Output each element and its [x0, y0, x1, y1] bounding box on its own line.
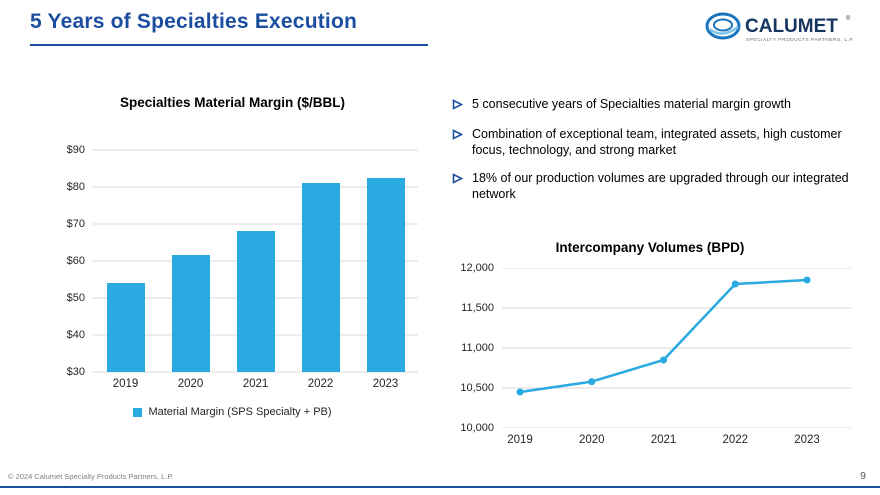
bullet-text: Combination of exceptional team, integra…	[472, 126, 842, 158]
bar-plot: $30 $40 $50 $60 $70 $80 $90	[67, 144, 418, 378]
bar-slot	[158, 150, 223, 372]
x-axis-label: 2022	[307, 378, 334, 390]
bar	[366, 177, 405, 372]
logo-registered-mark: ®	[846, 15, 851, 22]
line-chart: Intercompany Volumes (BPD) 10,000 10,500 1…	[450, 240, 852, 450]
legend-label: Material Margin (SPS Specialty + PB)	[148, 406, 332, 418]
logo-wordmark: CALUMET	[745, 16, 838, 37]
y-axis-label: 12,000	[460, 262, 494, 274]
bullet-list: 5 consecutive years of Specialties mater…	[452, 96, 864, 214]
y-axis-label: 11,500	[461, 302, 494, 314]
bar-series	[93, 150, 418, 372]
x-axis-label: 2022	[722, 434, 749, 446]
bar-slot	[353, 150, 418, 372]
y-axis-label: $60	[66, 255, 85, 267]
y-axis-label: $80	[66, 180, 85, 193]
bullet-arrow-icon	[452, 172, 464, 203]
data-point	[731, 280, 739, 288]
bar-xlabels: 2019 2020 2021 2022 2023	[93, 372, 418, 390]
bar-chart-title: Specialties Material Margin ($/BBL)	[119, 95, 346, 110]
bar	[171, 255, 210, 372]
page-title: 5 Years of Specialties Execution	[30, 10, 357, 33]
bar-slot	[288, 150, 353, 372]
bar	[106, 283, 145, 372]
x-axis-label: 2021	[242, 378, 269, 390]
page-number: 9	[860, 470, 866, 482]
data-point	[660, 356, 667, 364]
line-xlabels: 2019 2020 2021 2022 2023	[502, 428, 852, 450]
bar	[301, 183, 340, 372]
line-series	[519, 278, 808, 394]
data-point	[516, 388, 524, 396]
x-axis-label: 2023	[794, 434, 820, 446]
bullet-item: 18% of our production volumes are upgrad…	[452, 170, 864, 203]
x-axis-label: 2021	[650, 434, 677, 446]
x-axis-label: 2020	[177, 378, 204, 390]
bar-slot	[223, 150, 288, 372]
y-axis-label: $30	[66, 366, 85, 378]
line-chart-title: Intercompany Volumes (BPD)	[555, 240, 745, 255]
y-axis-label: 10,500	[460, 382, 494, 394]
data-point	[588, 378, 596, 386]
y-axis-label: 10,000	[460, 422, 494, 434]
calumet-logo: CALUMET ® SPECIALTY PRODUCTS PARTNERS, L…	[704, 8, 864, 48]
footer-copyright: © 2024 Calumet Specialty Products Partne…	[8, 472, 174, 481]
bullet-item: Combination of exceptional team, integra…	[452, 126, 864, 159]
x-axis-label: 2023	[372, 378, 399, 390]
calumet-logo-graphic: CALUMET ® SPECIALTY PRODUCTS PARTNERS, L…	[705, 12, 854, 43]
x-axis-label: 2019	[112, 378, 139, 390]
x-axis-label: 2020	[578, 434, 605, 446]
data-point	[803, 276, 811, 284]
x-axis-label: 2019	[507, 434, 533, 446]
y-axis-label: $90	[66, 144, 85, 156]
bullet-text: 18% of our production volumes are upgrad…	[472, 170, 849, 202]
line-plot: 10,000 10,500 11,000 11,500 12,000	[460, 262, 852, 434]
gridline	[93, 371, 418, 373]
bar-chart: Specialties Material Margin ($/BBL) $30 $…	[45, 95, 420, 418]
bar	[236, 231, 275, 372]
bullet-item: 5 consecutive years of Specialties mater…	[452, 96, 864, 115]
bottom-rule	[0, 486, 880, 488]
bullet-arrow-icon	[452, 128, 464, 159]
title-underline	[30, 44, 428, 46]
y-axis-label: $70	[66, 217, 85, 230]
legend-swatch	[133, 407, 143, 417]
logo-subtitle: SPECIALTY PRODUCTS PARTNERS, L.P.	[746, 37, 854, 43]
gridline	[93, 149, 418, 151]
y-axis-label: $50	[66, 291, 85, 304]
bullet-arrow-icon	[452, 98, 464, 115]
gridline	[93, 223, 418, 225]
y-axis-label: 11,000	[461, 342, 494, 354]
bar-slot	[93, 150, 158, 372]
legend: Material Margin (SPS Specialty + PB)	[45, 406, 420, 418]
line-plot-svg	[502, 267, 852, 429]
gridline	[93, 186, 418, 188]
logo-swoosh-icon	[705, 12, 741, 40]
bullet-text: 5 consecutive years of Specialties mater…	[472, 97, 791, 111]
y-axis-label: $40	[66, 329, 85, 341]
